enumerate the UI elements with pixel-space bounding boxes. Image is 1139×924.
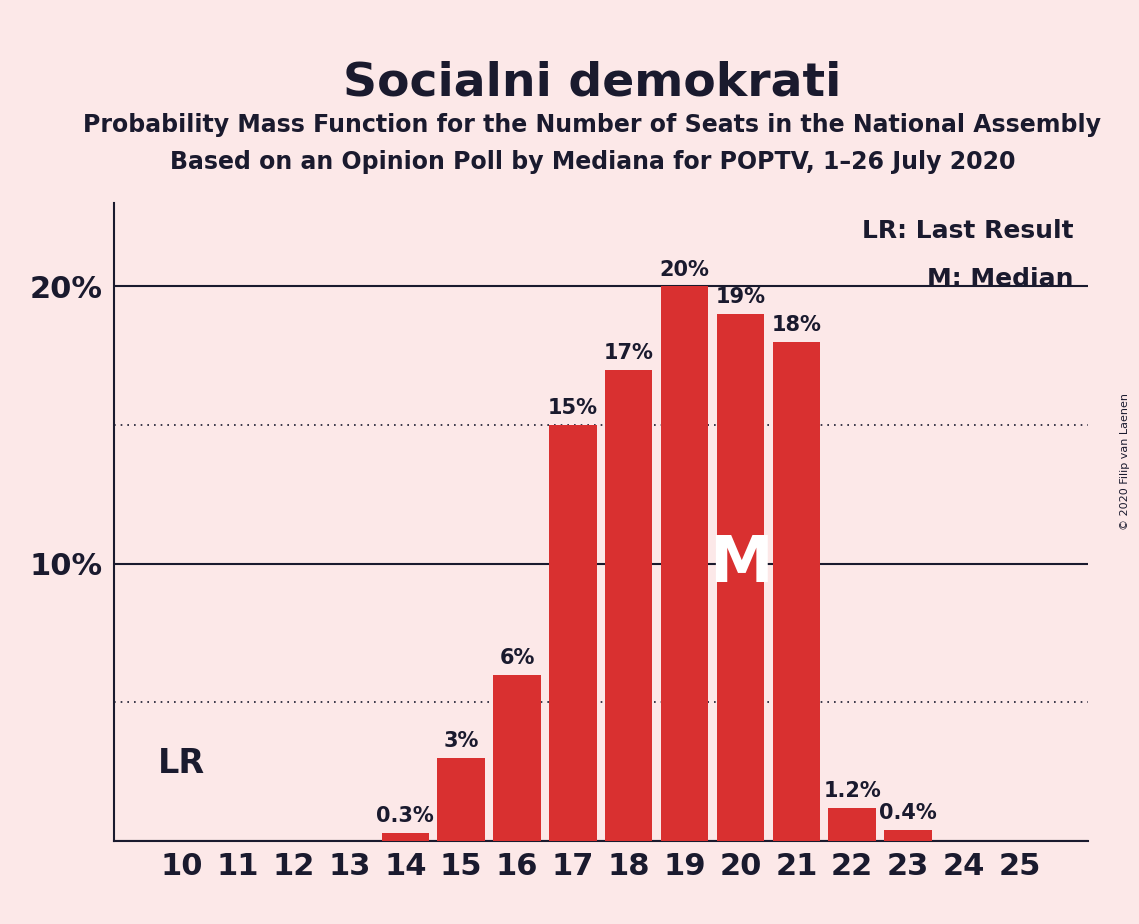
Bar (605, 370, 653, 841)
Text: 15%: 15% (548, 398, 598, 418)
Bar (437, 758, 485, 841)
Text: © 2020 Filip van Laenen: © 2020 Filip van Laenen (1120, 394, 1130, 530)
Bar (493, 675, 541, 841)
Bar (884, 830, 932, 841)
Text: Based on an Opinion Poll by Mediana for POPTV, 1–26 July 2020: Based on an Opinion Poll by Mediana for … (170, 150, 1015, 174)
Bar (828, 808, 876, 841)
Text: M: Median: M: Median (927, 267, 1073, 291)
Text: LR: LR (158, 747, 205, 780)
Text: 19%: 19% (715, 287, 765, 307)
Text: 1.2%: 1.2% (823, 781, 882, 800)
Text: LR: Last Result: LR: Last Result (861, 219, 1073, 243)
Bar (661, 286, 708, 841)
Bar (716, 314, 764, 841)
Text: 20%: 20% (659, 260, 710, 279)
Bar (382, 833, 429, 841)
Text: M: M (708, 532, 772, 595)
Bar (549, 425, 597, 841)
Text: 0.3%: 0.3% (377, 806, 434, 826)
Text: Probability Mass Function for the Number of Seats in the National Assembly: Probability Mass Function for the Number… (83, 113, 1101, 137)
Text: 0.4%: 0.4% (879, 803, 937, 823)
Text: 18%: 18% (771, 315, 821, 335)
Text: Socialni demokrati: Socialni demokrati (343, 60, 842, 105)
Text: 6%: 6% (499, 648, 534, 667)
Text: 3%: 3% (443, 731, 478, 750)
Text: 17%: 17% (604, 343, 654, 363)
Bar (772, 342, 820, 841)
